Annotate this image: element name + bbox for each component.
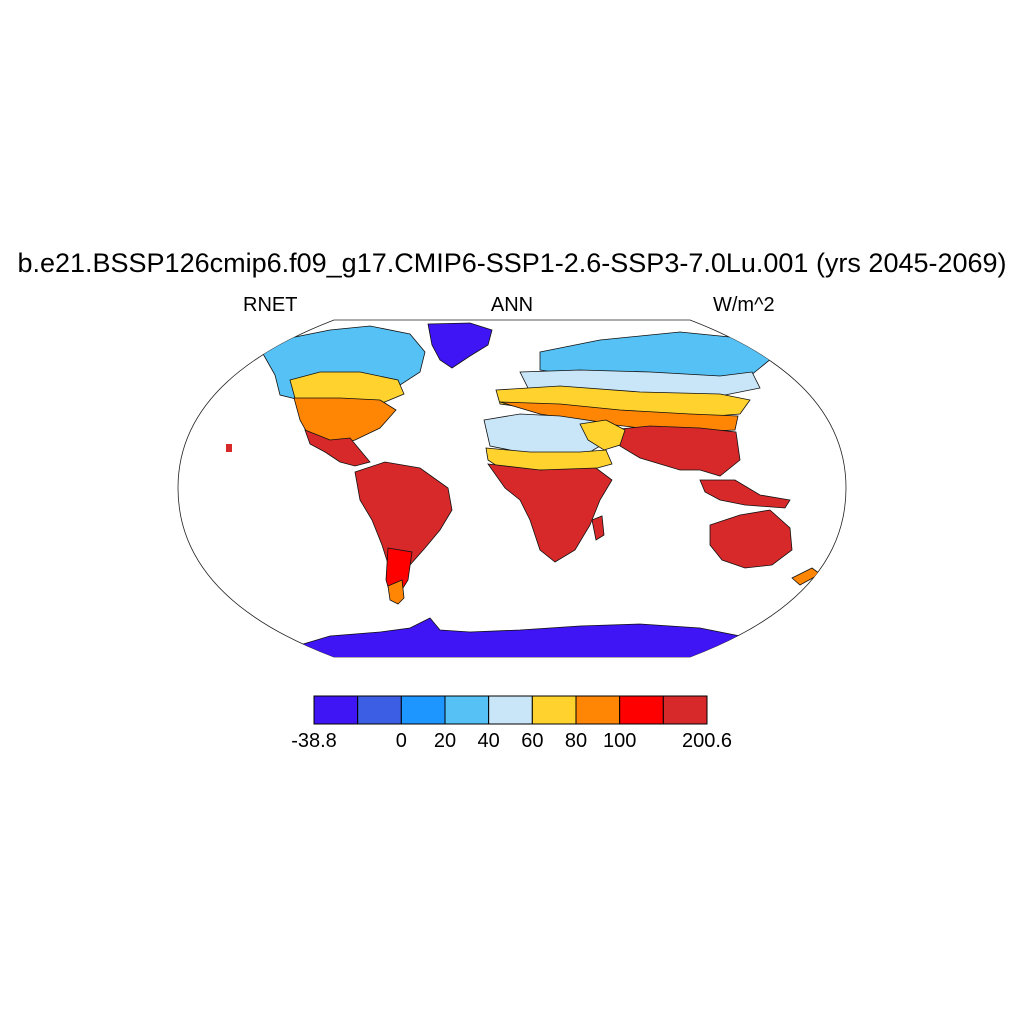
colorbar-tick-label: 80 [564, 730, 588, 752]
colorbar-swatch [444, 695, 490, 725]
colorbar-swatch [575, 695, 621, 725]
australia [709, 509, 793, 569]
units-label: W/m^2 [713, 294, 775, 316]
patagonia [387, 579, 405, 605]
colorbar-swatch [488, 695, 533, 725]
madagascar [591, 515, 605, 541]
variable-label: RNET [243, 294, 298, 316]
maritime-asia [699, 479, 791, 509]
colorbar-swatch [531, 695, 577, 725]
colorbar-tick-label: 200.6 [681, 730, 733, 752]
colorbar-tick-label: 60 [521, 730, 544, 752]
colorbar-tick-label: 20 [433, 730, 457, 752]
colorbar-swatch [313, 695, 359, 725]
arabia [579, 419, 626, 451]
africa-central [487, 463, 613, 563]
south-america [354, 461, 453, 576]
colorbar-tick-label: -38.8 [291, 730, 337, 752]
hawaii [226, 444, 232, 452]
colorbar-swatch [662, 695, 708, 725]
colorbar-swatch [357, 695, 402, 725]
colorbar-swatch [400, 695, 446, 725]
colorbar-tick-label: 100 [602, 730, 637, 752]
page-title: b.e21.BSSP126cmip6.f09_g17.CMIP6-SSP1-2.… [17, 248, 1007, 278]
colorbar-tick-label: 40 [477, 730, 500, 752]
greenland [427, 322, 493, 369]
colorbar-tick-label: 0 [395, 730, 407, 752]
colorbar-swatch [619, 695, 664, 725]
sahel [485, 447, 613, 471]
season-label: ANN [490, 294, 534, 316]
central-america [304, 429, 371, 467]
south-asia [609, 425, 741, 477]
